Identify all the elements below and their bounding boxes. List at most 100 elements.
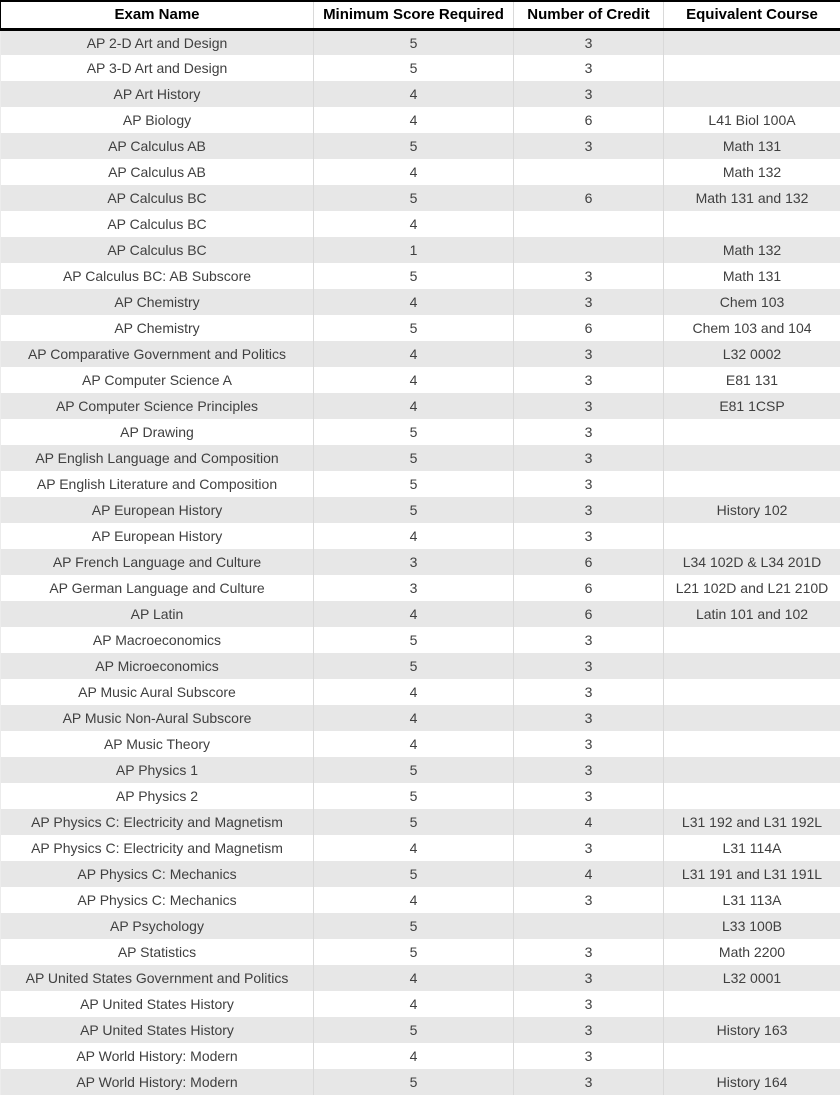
exam-name-cell: AP Physics 2 (1, 783, 314, 809)
equivalent-course-cell: E81 1CSP (664, 393, 840, 419)
exam-name-cell: AP English Literature and Composition (1, 471, 314, 497)
column-header-exam-name: Exam Name (1, 1, 314, 29)
min-score-cell: 4 (314, 705, 514, 731)
table-row: AP Chemistry 5 6 Chem 103 and 104 (1, 315, 840, 341)
equivalent-course-cell: L31 191 and L31 191L (664, 861, 840, 887)
equivalent-course-cell: History 163 (664, 1017, 840, 1043)
equivalent-course-cell: L31 114A (664, 835, 840, 861)
credit-cell: 3 (514, 523, 664, 549)
equivalent-course-cell: Math 2200 (664, 939, 840, 965)
table-row: AP Macroeconomics 5 3 (1, 627, 840, 653)
exam-name-cell: AP Music Aural Subscore (1, 679, 314, 705)
equivalent-course-cell (664, 731, 840, 757)
exam-name-cell: AP Latin (1, 601, 314, 627)
equivalent-course-cell (664, 419, 840, 445)
credit-cell: 3 (514, 133, 664, 159)
table-row: AP European History 5 3 History 102 (1, 497, 840, 523)
min-score-cell: 4 (314, 965, 514, 991)
equivalent-course-cell (664, 445, 840, 471)
min-score-cell: 5 (314, 445, 514, 471)
equivalent-course-cell (664, 55, 840, 81)
credit-cell: 4 (514, 809, 664, 835)
equivalent-course-cell (664, 679, 840, 705)
table-row: AP French Language and Culture 3 6 L34 1… (1, 549, 840, 575)
equivalent-course-cell (664, 1043, 840, 1069)
equivalent-course-cell (664, 523, 840, 549)
exam-name-cell: AP 3-D Art and Design (1, 55, 314, 81)
exam-name-cell: AP Calculus BC: AB Subscore (1, 263, 314, 289)
equivalent-course-cell: L41 Biol 100A (664, 107, 840, 133)
min-score-cell: 5 (314, 783, 514, 809)
exam-name-cell: AP United States History (1, 1017, 314, 1043)
credit-cell: 3 (514, 783, 664, 809)
credit-cell: 4 (514, 861, 664, 887)
table-row: AP Physics C: Mechanics 5 4 L31 191 and … (1, 861, 840, 887)
exam-name-cell: AP Computer Science A (1, 367, 314, 393)
credit-cell: 3 (514, 653, 664, 679)
exam-name-cell: AP 2-D Art and Design (1, 29, 314, 55)
min-score-cell: 4 (314, 211, 514, 237)
exam-name-cell: AP Microeconomics (1, 653, 314, 679)
exam-name-cell: AP French Language and Culture (1, 549, 314, 575)
table-row: AP Drawing 5 3 (1, 419, 840, 445)
min-score-cell: 5 (314, 653, 514, 679)
equivalent-course-cell: History 102 (664, 497, 840, 523)
table-row: AP Music Aural Subscore 4 3 (1, 679, 840, 705)
exam-name-cell: AP Calculus BC (1, 237, 314, 263)
credit-cell: 6 (514, 601, 664, 627)
credit-cell (514, 237, 664, 263)
min-score-cell: 5 (314, 55, 514, 81)
equivalent-course-cell (664, 991, 840, 1017)
credit-cell: 3 (514, 263, 664, 289)
exam-name-cell: AP Biology (1, 107, 314, 133)
table-row: AP Physics C: Electricity and Magnetism … (1, 835, 840, 861)
credit-cell: 3 (514, 81, 664, 107)
min-score-cell: 5 (314, 29, 514, 55)
table-row: AP Music Non-Aural Subscore 4 3 (1, 705, 840, 731)
exam-name-cell: AP European History (1, 523, 314, 549)
credit-cell: 3 (514, 627, 664, 653)
table-row: AP Calculus BC 1 Math 132 (1, 237, 840, 263)
min-score-cell: 4 (314, 835, 514, 861)
credit-cell: 3 (514, 679, 664, 705)
credit-cell: 6 (514, 549, 664, 575)
exam-name-cell: AP Art History (1, 81, 314, 107)
equivalent-course-cell (664, 471, 840, 497)
credit-cell: 3 (514, 939, 664, 965)
min-score-cell: 5 (314, 315, 514, 341)
credit-cell: 3 (514, 445, 664, 471)
min-score-cell: 5 (314, 1069, 514, 1095)
table-row: AP Latin 4 6 Latin 101 and 102 (1, 601, 840, 627)
min-score-cell: 4 (314, 1043, 514, 1069)
min-score-cell: 4 (314, 991, 514, 1017)
min-score-cell: 4 (314, 341, 514, 367)
table-row: AP World History: Modern 4 3 (1, 1043, 840, 1069)
table-row: AP Calculus AB 5 3 Math 131 (1, 133, 840, 159)
equivalent-course-cell: L31 192 and L31 192L (664, 809, 840, 835)
table-row: AP Microeconomics 5 3 (1, 653, 840, 679)
exam-name-cell: AP Computer Science Principles (1, 393, 314, 419)
table-row: AP World History: Modern 5 3 History 164 (1, 1069, 840, 1095)
equivalent-course-cell: Latin 101 and 102 (664, 601, 840, 627)
table-row: AP 2-D Art and Design 5 3 (1, 29, 840, 55)
table-row: AP Psychology 5 L33 100B (1, 913, 840, 939)
equivalent-course-cell (664, 653, 840, 679)
exam-name-cell: AP European History (1, 497, 314, 523)
table-row: AP Computer Science A 4 3 E81 131 (1, 367, 840, 393)
equivalent-course-cell: History 164 (664, 1069, 840, 1095)
credit-cell (514, 211, 664, 237)
min-score-cell: 4 (314, 81, 514, 107)
header-row: Exam Name Minimum Score Required Number … (1, 1, 840, 29)
exam-name-cell: AP United States History (1, 991, 314, 1017)
exam-name-cell: AP Music Theory (1, 731, 314, 757)
equivalent-course-cell: L34 102D & L34 201D (664, 549, 840, 575)
exam-name-cell: AP Physics C: Electricity and Magnetism (1, 809, 314, 835)
equivalent-course-cell: Math 131 (664, 263, 840, 289)
credit-cell: 3 (514, 393, 664, 419)
credit-cell: 3 (514, 991, 664, 1017)
exam-name-cell: AP Drawing (1, 419, 314, 445)
table-row: AP Calculus BC 4 (1, 211, 840, 237)
credit-cell: 3 (514, 367, 664, 393)
credit-cell (514, 159, 664, 185)
min-score-cell: 5 (314, 809, 514, 835)
